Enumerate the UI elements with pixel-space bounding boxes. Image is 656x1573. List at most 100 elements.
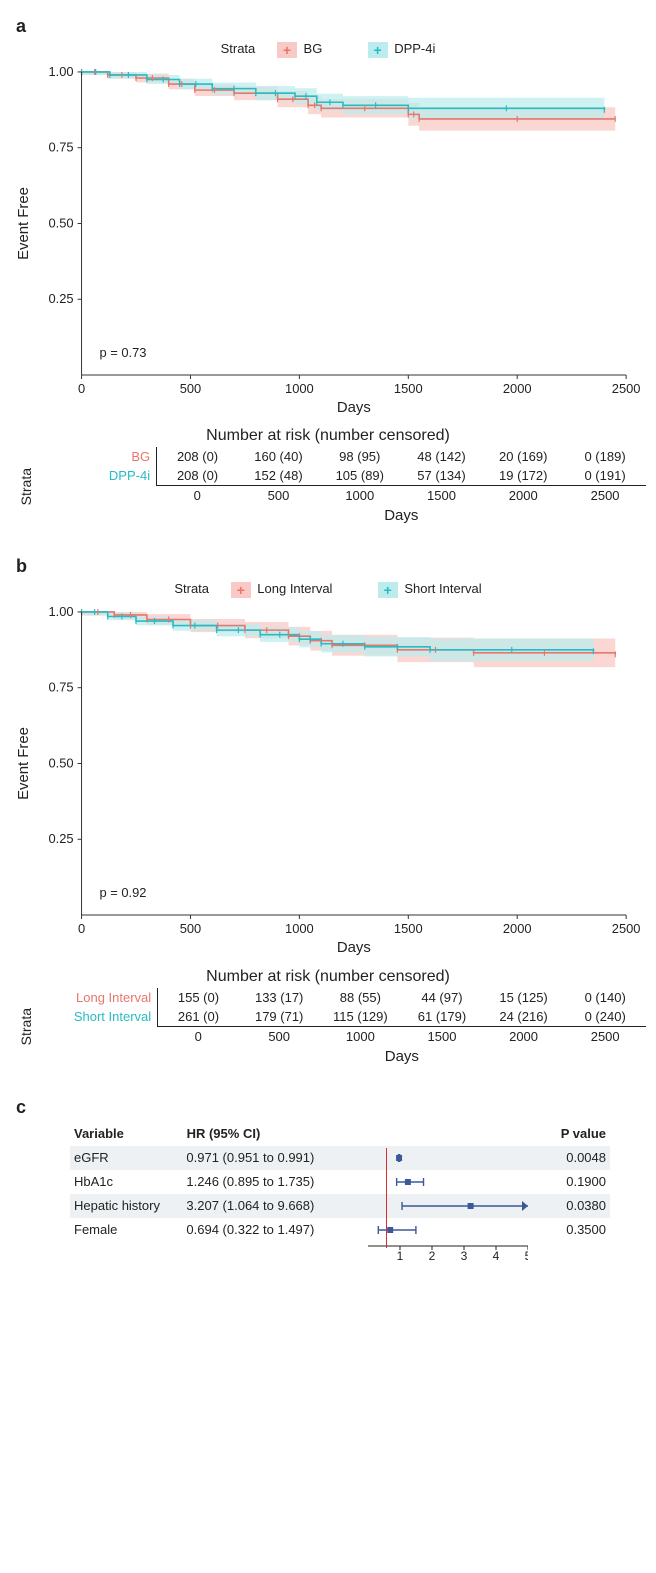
panel-b-block: b Strata + Long Interval + Short Interva…	[10, 556, 646, 1066]
risk-cell: 48 (142)	[401, 447, 483, 466]
risk-cell: 98 (95)	[319, 447, 401, 466]
risk-cell: 0 (240)	[564, 1007, 646, 1027]
svg-text:2000: 2000	[503, 921, 532, 936]
forest-pvalue: 0.3500	[532, 1222, 610, 1237]
risk-cell: 261 (0)	[158, 1007, 239, 1027]
risk-tick: 1000	[319, 486, 401, 506]
forest-marker-svg	[368, 1218, 528, 1242]
svg-text:0.75: 0.75	[48, 139, 73, 154]
forest-variable: eGFR	[70, 1150, 182, 1165]
km-plot-a: 0.250.500.751.0005001000150020002500Days…	[10, 62, 646, 420]
risk-tick: 1500	[401, 1026, 483, 1046]
panel-a-legend: Strata + BG + DPP-4i	[10, 41, 646, 58]
table-row: Long Interval155 (0)133 (17)88 (55)44 (9…	[62, 988, 646, 1007]
risk-cell: 152 (48)	[238, 466, 319, 486]
svg-text:p = 0.73: p = 0.73	[99, 345, 146, 360]
table-row: DPP-4i208 (0)152 (48)105 (89)57 (134)19 …	[62, 466, 646, 486]
risk-cell: 24 (216)	[483, 1007, 565, 1027]
risk-cell: 160 (40)	[238, 447, 319, 466]
svg-text:Event Free: Event Free	[16, 187, 32, 260]
risk-tick: 0	[158, 1026, 239, 1046]
col-hr: HR (95% CI)	[183, 1126, 365, 1141]
risk-cell: 179 (71)	[239, 1007, 320, 1027]
km-plot-b: 0.250.500.751.0005001000150020002500Days…	[10, 602, 646, 960]
svg-text:4: 4	[493, 1249, 500, 1263]
risk-cell: 155 (0)	[158, 988, 239, 1007]
risk-xlabel: Days	[157, 505, 646, 526]
forest-variable: Female	[70, 1222, 182, 1237]
forest-hr: 0.971 (0.951 to 0.991)	[182, 1150, 364, 1165]
risk-tick: 0	[157, 486, 238, 506]
forest-axis: 12345	[70, 1242, 610, 1266]
table-row: 05001000150020002500	[62, 1026, 646, 1046]
svg-text:2: 2	[429, 1249, 436, 1263]
risk-cell: 19 (172)	[482, 466, 564, 486]
svg-text:2500: 2500	[612, 921, 641, 936]
forest-plot-cell	[364, 1170, 532, 1194]
forest-row: Hepatic history3.207 (1.064 to 9.668)0.0…	[70, 1194, 610, 1218]
svg-text:5: 5	[525, 1249, 528, 1263]
svg-text:0: 0	[78, 921, 85, 936]
risk-cell: 133 (17)	[239, 988, 320, 1007]
risk-row-label: DPP-4i	[62, 466, 157, 486]
panel-a-block: a Strata + BG + DPP-4i 0.250.500.751.000…	[10, 16, 646, 526]
risk-cell: 208 (0)	[157, 466, 238, 486]
svg-text:1.00: 1.00	[48, 63, 73, 78]
risk-table-b: Long Interval155 (0)133 (17)88 (55)44 (9…	[62, 988, 646, 1067]
forest-variable: HbA1c	[70, 1174, 182, 1189]
svg-text:1.00: 1.00	[48, 604, 73, 619]
risk-tick: 1500	[401, 486, 483, 506]
svg-text:500: 500	[180, 380, 202, 395]
forest-marker-svg	[368, 1194, 528, 1218]
strata-rotated-label: Strata	[18, 468, 34, 505]
forest-marker-svg	[368, 1146, 528, 1170]
risk-tick: 2500	[564, 1026, 646, 1046]
risk-cell: 20 (169)	[482, 447, 564, 466]
forest-hr: 3.207 (1.064 to 9.668)	[182, 1198, 364, 1213]
legend-item: BG	[304, 41, 323, 56]
legend-swatch-short: +	[378, 582, 398, 598]
panel-b-legend: Strata + Long Interval + Short Interval	[10, 581, 646, 598]
forest-hr: 1.246 (0.895 to 1.735)	[182, 1174, 364, 1189]
forest-hr: 0.694 (0.322 to 1.497)	[182, 1222, 364, 1237]
forest-marker-svg	[368, 1170, 528, 1194]
risk-cell: 88 (55)	[320, 988, 402, 1007]
risk-row-label: BG	[62, 447, 157, 466]
svg-text:Days: Days	[337, 940, 371, 956]
col-pvalue: P value	[532, 1126, 610, 1141]
svg-text:1000: 1000	[285, 380, 314, 395]
legend-title: Strata	[174, 581, 209, 596]
risk-cell: 0 (189)	[564, 447, 646, 466]
risk-tick: 1000	[320, 1026, 402, 1046]
forest-plot-cell	[364, 1146, 532, 1170]
legend-item: Long Interval	[257, 581, 332, 596]
forest-plot: VariableHR (95% CI)P valueeGFR0.971 (0.9…	[70, 1122, 610, 1266]
risk-cell: 0 (191)	[564, 466, 646, 486]
forest-plot-cell	[364, 1194, 532, 1218]
risk-table: BG208 (0)160 (40)98 (95)48 (142)20 (169)…	[62, 447, 646, 526]
legend-title: Strata	[221, 41, 256, 56]
forest-pvalue: 0.0380	[532, 1198, 610, 1213]
panel-c-block: c VariableHR (95% CI)P valueeGFR0.971 (0…	[10, 1097, 646, 1266]
svg-text:2500: 2500	[612, 380, 641, 395]
forest-header: VariableHR (95% CI)P value	[70, 1122, 610, 1146]
risk-cell: 57 (134)	[401, 466, 483, 486]
forest-plot-cell	[364, 1218, 532, 1242]
svg-text:0.50: 0.50	[48, 755, 73, 770]
svg-text:0.50: 0.50	[48, 215, 73, 230]
risk-cell: 208 (0)	[157, 447, 238, 466]
risk-cell: 105 (89)	[319, 466, 401, 486]
svg-text:3: 3	[461, 1249, 468, 1263]
risk-tick: 500	[238, 486, 319, 506]
svg-text:0.25: 0.25	[48, 291, 73, 306]
legend-item: DPP-4i	[394, 41, 435, 56]
risk-row-label: Short Interval	[62, 1007, 158, 1027]
svg-text:Event Free: Event Free	[16, 727, 32, 800]
svg-text:500: 500	[180, 921, 202, 936]
risk-title: Number at risk (number censored)	[10, 427, 646, 445]
forest-pvalue: 0.0048	[532, 1150, 610, 1165]
svg-text:1500: 1500	[394, 380, 423, 395]
svg-text:p = 0.92: p = 0.92	[99, 885, 146, 900]
risk-cell: 0 (140)	[564, 988, 646, 1007]
risk-tick: 2500	[564, 486, 646, 506]
